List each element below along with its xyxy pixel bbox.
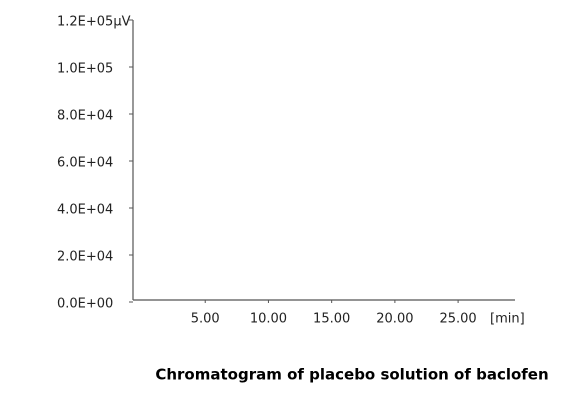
x-tick-label: 5.00 xyxy=(191,312,220,327)
x-tick-label: 10.00 xyxy=(250,312,287,327)
y-tick-label: 4.0E+04 xyxy=(57,203,113,218)
y-tick-label: 0.0E+00 xyxy=(57,297,113,312)
y-tick-label: 6.0E+04 xyxy=(57,156,113,171)
y-tick-label: 8.0E+04 xyxy=(57,109,113,124)
x-tick-label: 20.00 xyxy=(376,312,413,327)
caption: Chromatogram of placebo solution of bacl… xyxy=(155,366,548,384)
x-axis-label: [min] xyxy=(490,312,525,327)
y-tick-label: 1.2E+05μV xyxy=(57,15,131,30)
y-tick-label: 2.0E+04 xyxy=(57,250,113,265)
x-tick-label: 25.00 xyxy=(439,312,476,327)
x-tick-label: 15.00 xyxy=(313,312,350,327)
y-tick-label: 1.0E+05 xyxy=(57,62,113,77)
